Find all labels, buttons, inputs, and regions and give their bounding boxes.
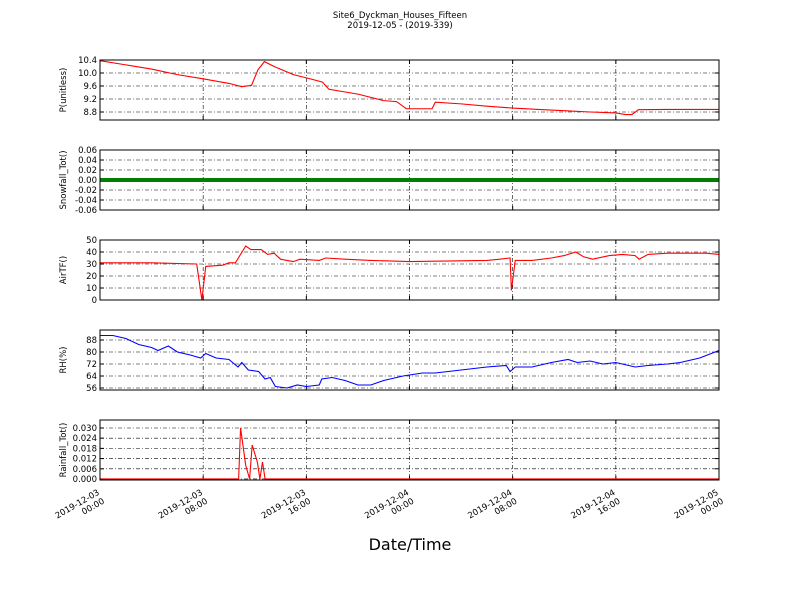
y-axis-label: Snowfall_Tot()	[59, 150, 69, 209]
data-line	[100, 334, 720, 389]
y-tick-label: -0.04	[75, 196, 97, 206]
y-tick-label: -0.02	[75, 186, 97, 196]
y-axis-label: P(unitless)	[59, 68, 69, 113]
y-tick-label: 0.024	[73, 434, 97, 444]
y-tick-label: 10	[86, 284, 97, 294]
axes-frame	[99, 149, 720, 211]
axes-frame	[99, 419, 720, 481]
y-tick-label: 0.000	[73, 475, 97, 485]
x-tick-label: 2019-12-0408:00	[466, 488, 519, 530]
y-tick-label: 9.6	[83, 82, 97, 92]
y-tick-label: 56	[86, 384, 97, 394]
y-axis-label: RH(%)	[59, 346, 69, 373]
y-tick-label: 30	[86, 260, 97, 270]
x-tick-label: 2019-12-0500:00	[673, 488, 726, 530]
y-tick-label: -0.06	[75, 206, 97, 216]
y-tick-label: 0.006	[73, 465, 97, 475]
x-tick-label: 2019-12-0316:00	[260, 488, 313, 530]
y-tick-label: 64	[86, 372, 97, 382]
x-tick-label: 2019-12-0300:00	[54, 488, 107, 530]
data-line	[100, 427, 719, 480]
y-tick-label: 0.02	[78, 166, 97, 176]
y-tick-label: 0.06	[78, 146, 97, 156]
x-tick-label: 2019-12-0400:00	[363, 488, 416, 530]
x-axis-label: Date/Time	[369, 535, 452, 554]
axes-frame	[99, 329, 720, 391]
y-axis-label: AirTF()	[59, 256, 69, 284]
data-line	[99, 60, 719, 116]
y-tick-label: 10.0	[78, 69, 97, 79]
y-tick-label: 20	[86, 272, 97, 282]
x-tick-label: 2019-12-0416:00	[570, 488, 623, 530]
y-tick-label: 72	[86, 360, 97, 370]
y-tick-label: 40	[86, 248, 97, 258]
y-tick-label: 0.030	[73, 424, 97, 434]
y-tick-label: 0.00	[78, 176, 97, 186]
x-tick-label: 2019-12-0308:00	[157, 488, 210, 530]
data-line	[100, 245, 720, 301]
y-axis-label: Rainfall_Tot()	[59, 423, 69, 478]
y-tick-label: 50	[86, 236, 97, 246]
y-tick-label: 9.2	[83, 95, 97, 105]
chart-subtitle: 2019-12-05 - (2019-339)	[347, 21, 452, 31]
y-tick-label: 0	[92, 296, 97, 306]
y-tick-label: 80	[86, 348, 97, 358]
y-tick-label: 10.4	[78, 56, 97, 66]
y-tick-label: 0.018	[73, 444, 97, 454]
axes-frame	[99, 59, 720, 121]
y-tick-label: 0.012	[73, 455, 97, 465]
axes-frame	[99, 239, 720, 301]
chart-title: Site6_Dyckman_Houses_Fifteen	[333, 11, 467, 21]
y-tick-label: 0.04	[78, 156, 97, 166]
y-tick-label: 88	[86, 336, 97, 346]
y-tick-label: 8.8	[83, 108, 97, 118]
